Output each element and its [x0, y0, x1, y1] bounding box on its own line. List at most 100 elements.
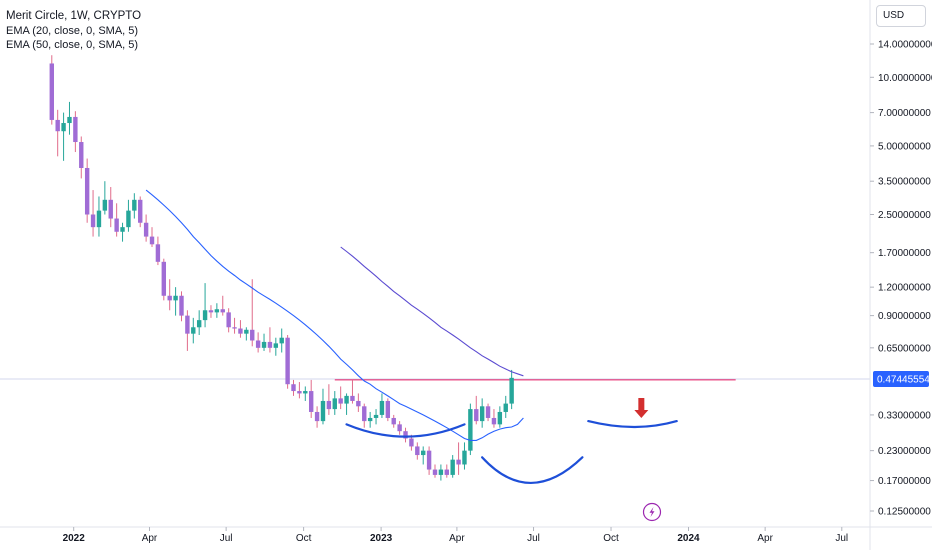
last-price-label-bg [873, 370, 929, 387]
down-arrow-icon [634, 397, 649, 418]
y-tick-label: 0.90000000 [878, 311, 931, 322]
candle-body [132, 199, 137, 211]
candle-body [79, 142, 84, 168]
lightning-icon [649, 507, 655, 517]
candle-body [273, 343, 279, 348]
candle-body [173, 295, 178, 301]
candle-body [403, 431, 408, 439]
candle-body [373, 414, 379, 418]
candle-body [332, 398, 337, 410]
x-axis[interactable]: 2022 Apr Jul Oct 2023 Apr Jul Oct 2024 Apr Jul [0, 526, 932, 544]
candle-body [49, 63, 54, 120]
y-tick-label: 0.33000000 [878, 410, 931, 421]
ema50-line [340, 246, 524, 377]
x-tick-label: Apr [757, 533, 773, 544]
candle-body [226, 312, 231, 328]
y-tick-label: 14.00000000 [878, 40, 932, 51]
candle-body [356, 400, 361, 407]
candle-body [438, 469, 444, 475]
head-arc [481, 456, 584, 485]
y-tick-label: 1.20000000 [878, 283, 931, 294]
candle-body [220, 309, 225, 313]
candle-body [73, 116, 78, 143]
candle-body [432, 469, 438, 475]
candle-body [479, 406, 485, 422]
candle-body [503, 403, 508, 412]
y-tick-label: 2.50000000 [878, 210, 931, 221]
candle-body [362, 406, 367, 422]
x-tick-label: 2024 [677, 533, 700, 544]
candle-body [320, 400, 326, 422]
candle-body [214, 309, 220, 313]
legend-ema20[interactable]: EMA (20, close, 0, SMA, 5) [6, 24, 139, 37]
annotations-group [345, 397, 678, 522]
candle-body [379, 400, 385, 415]
candle-body [497, 411, 503, 425]
x-tick-label: 2023 [370, 533, 393, 544]
y-tick-label: 7.00000000 [878, 108, 931, 119]
y-tick-label: 5.00000000 [878, 141, 931, 152]
candle-body [232, 327, 237, 329]
candle-body [409, 438, 414, 447]
candle-body [267, 341, 273, 348]
candle-body [155, 244, 161, 262]
left-shoulder-arc [345, 423, 466, 438]
ema20-line [145, 189, 524, 441]
x-tick-label: Oct [296, 533, 312, 544]
candle-body [385, 400, 391, 418]
candle-body [391, 417, 396, 425]
candle-body [456, 459, 461, 465]
x-tick-label: Apr [449, 533, 465, 544]
currency-selector[interactable]: USD [876, 5, 926, 27]
x-tick-label: Jul [220, 533, 233, 544]
candle-body [84, 167, 90, 215]
candle-body [67, 116, 72, 124]
y-axis[interactable]: 14.00000000 10.00000000 7.00000000 5.000000… [869, 0, 932, 550]
candle-body [114, 218, 119, 232]
candle-body [196, 320, 202, 328]
x-tick-label: Jul [835, 533, 848, 544]
candle-body [485, 406, 491, 418]
legend-ema50[interactable]: EMA (50, close, 0, SMA, 5) [6, 39, 139, 51]
candle-body [397, 424, 402, 432]
x-tick-label: Apr [142, 533, 158, 544]
right-shoulder-arc [587, 420, 678, 429]
y-tick-label: 10.00000000 [878, 73, 932, 84]
candle-body [261, 341, 267, 348]
chart-legend: Merit Circle, 1W, CRYPTO EMA (20, close,… [6, 9, 141, 53]
candles-group [49, 55, 514, 481]
y-tick-label: 1.70000000 [878, 248, 931, 259]
candle-body [250, 329, 255, 341]
x-tick-label: Jul [527, 533, 540, 544]
candle-body [55, 119, 60, 132]
candle-body [279, 337, 284, 344]
candle-body [297, 391, 302, 394]
candle-body [179, 295, 184, 316]
candle-body [96, 210, 102, 228]
candle-body [244, 329, 249, 334]
candle-body [415, 446, 420, 456]
candle-body [255, 340, 261, 348]
legend-symbol-title[interactable]: Merit Circle, 1W, CRYPTO [6, 10, 142, 22]
candle-body [102, 199, 108, 211]
y-tick-label: 0.65000000 [878, 343, 931, 354]
candle-body [291, 384, 296, 392]
candle-body [138, 199, 143, 223]
last-price-label: 0.47445554 [877, 374, 930, 385]
candle-body [161, 261, 167, 296]
candle-body [421, 450, 426, 456]
candle-body [338, 398, 343, 404]
candle-body [285, 337, 290, 385]
candle-body [149, 236, 155, 245]
y-tick-label: 0.23000000 [878, 446, 931, 457]
candle-body [474, 409, 479, 422]
candle-body [303, 391, 308, 394]
candle-body [208, 310, 214, 313]
candle-body [191, 327, 196, 334]
candle-body [468, 409, 473, 451]
candle-body [426, 450, 432, 470]
candle-body [450, 459, 455, 475]
candle-body [444, 469, 449, 475]
candle-body [167, 295, 172, 301]
